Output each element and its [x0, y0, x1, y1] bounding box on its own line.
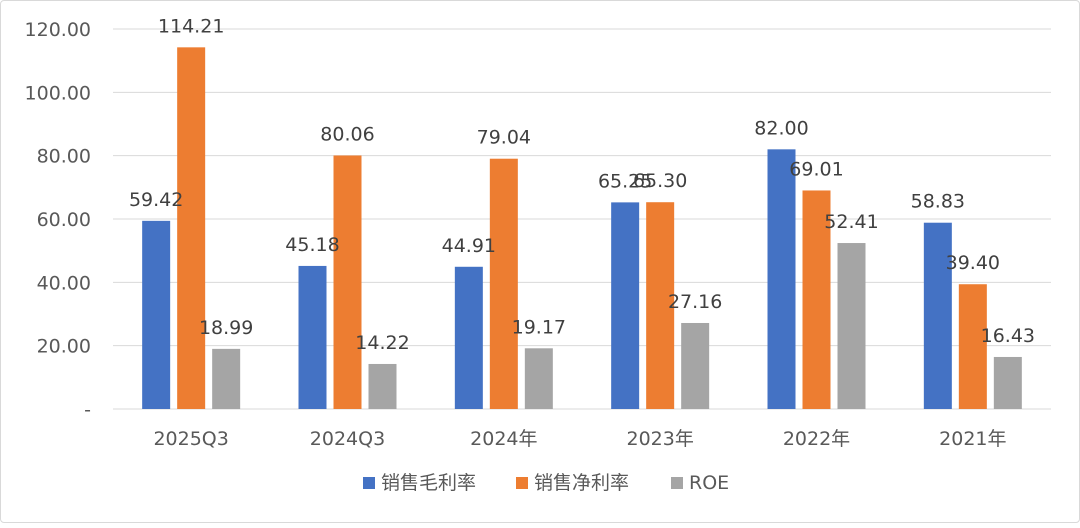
y-tick-label: 80.00: [37, 146, 91, 168]
legend-swatch-ROE: [671, 477, 683, 489]
data-label: 58.83: [911, 191, 965, 213]
y-tick-label: -: [84, 399, 91, 421]
bar-销售净利率-2023年: [646, 202, 675, 409]
data-label: 79.04: [477, 127, 531, 149]
data-label: 19.17: [512, 316, 566, 338]
y-axis-ticks: - 20.00 40.00 60.00 80.00 100.00 120.00: [25, 19, 91, 421]
data-label: 44.91: [442, 235, 496, 257]
y-tick-label: 100.00: [25, 82, 91, 104]
data-label: 18.99: [199, 317, 253, 339]
bar-销售毛利率-2023年: [611, 202, 640, 409]
y-tick-label: 40.00: [37, 272, 91, 294]
bar-销售净利率-2024年: [489, 158, 518, 409]
y-tick-label: 20.00: [37, 336, 91, 358]
bar-销售毛利率-2022年: [767, 149, 796, 410]
x-category-label: 2025Q3: [153, 428, 228, 450]
data-label: 39.40: [946, 252, 1000, 274]
x-category-label: 2021年: [939, 428, 1006, 450]
bar-销售毛利率-2025Q3: [142, 220, 171, 409]
data-label: 14.22: [355, 332, 409, 354]
bar-ROE-2024年: [524, 348, 553, 409]
data-label: 69.01: [789, 158, 843, 180]
bar-销售净利率-2021年: [958, 284, 987, 409]
legend-label: 销售毛利率: [381, 472, 476, 494]
bar-销售净利率-2022年: [802, 190, 831, 409]
bar-销售毛利率-2024年: [454, 266, 483, 409]
legend-label: 销售净利率: [534, 472, 629, 494]
data-label: 27.16: [668, 291, 722, 313]
x-category-label: 2022年: [783, 428, 850, 450]
y-tick-label: 60.00: [37, 209, 91, 231]
data-label: 65.25: [598, 170, 652, 192]
bar-销售毛利率-2021年: [923, 222, 952, 409]
data-label: 114.21: [158, 15, 224, 37]
data-label: 52.41: [824, 211, 878, 233]
bar-ROE-2025Q3: [212, 348, 241, 409]
data-label: 80.06: [320, 123, 374, 145]
bar-销售净利率-2024Q3: [333, 155, 362, 409]
bar-ROE-2022年: [837, 243, 866, 409]
y-tick-label: 120.00: [25, 19, 91, 41]
data-label: 59.42: [129, 189, 183, 211]
data-label: 16.43: [981, 325, 1035, 347]
bar-ROE-2021年: [993, 356, 1022, 409]
legend-swatch-销售毛利率: [363, 477, 375, 489]
bar-销售净利率-2025Q3: [177, 47, 206, 410]
x-axis-categories: 2025Q3 2024Q3 2024年 2023年 2022年 2021年: [153, 428, 1006, 450]
bar-ROE-2024Q3: [368, 363, 397, 409]
bar-销售毛利率-2024Q3: [298, 265, 327, 409]
gridlines: [113, 28, 1051, 410]
legend-label: ROE: [689, 472, 729, 494]
data-label: 65.30: [633, 170, 687, 192]
legend-swatch-销售净利率: [516, 477, 528, 489]
bar-ROE-2023年: [681, 322, 710, 409]
bars: [142, 47, 1022, 410]
data-labels: 59.42 114.21 18.99 45.18 80.06 14.22 44.91 79.0…: [129, 15, 1035, 354]
data-label: 82.00: [754, 117, 808, 139]
data-label: 45.18: [285, 234, 339, 256]
legend: 销售毛利率 销售净利率 ROE: [363, 472, 729, 494]
x-category-label: 2023年: [626, 428, 693, 450]
x-category-label: 2024Q3: [310, 428, 385, 450]
x-category-label: 2024年: [470, 428, 537, 450]
